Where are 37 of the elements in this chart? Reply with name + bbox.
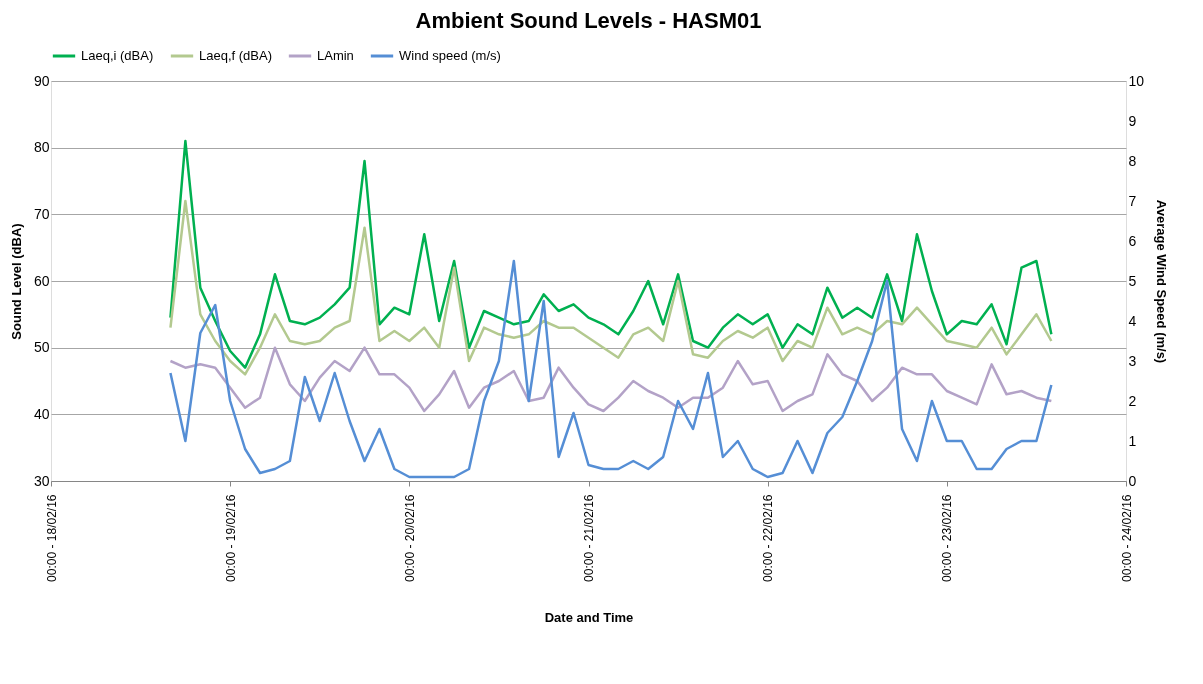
line-series bbox=[169, 139, 1053, 369]
y2-tick-label: 8 bbox=[1128, 152, 1137, 169]
x-tick-label: 00:00 - 18/02/16 bbox=[44, 494, 59, 582]
y2-tick-label: 5 bbox=[1128, 272, 1137, 289]
line-series bbox=[169, 346, 1053, 413]
y-tick-label: 80 bbox=[33, 139, 50, 156]
x-tick-label: 00:00 - 20/02/16 bbox=[402, 494, 417, 582]
y2-tick-label: 9 bbox=[1128, 112, 1137, 129]
y-tick-label: 40 bbox=[33, 405, 50, 422]
y2-tick-label: 2 bbox=[1128, 392, 1137, 409]
line-series bbox=[169, 259, 1053, 479]
y2-axis-title: Average Wind Speed (m/s) bbox=[1154, 199, 1170, 364]
x-tick-label: 00:00 - 23/02/16 bbox=[940, 494, 955, 582]
x-tick-label: 00:00 - 24/02/16 bbox=[1119, 494, 1134, 582]
y2-tick-label: 0 bbox=[1128, 472, 1137, 489]
line-series bbox=[169, 199, 1053, 376]
y-tick-label: 30 bbox=[33, 472, 50, 489]
y-tick-label: 70 bbox=[33, 205, 50, 222]
y-tick-label: 50 bbox=[33, 339, 50, 356]
legend-label: Laeq,f (dBA) bbox=[199, 48, 272, 63]
y2-tick-label: 7 bbox=[1128, 192, 1137, 209]
y2-tick-label: 10 bbox=[1128, 72, 1145, 89]
y-axis-title: Sound Level (dBA) bbox=[8, 223, 24, 340]
chart-title: Ambient Sound Levels - HASM01 bbox=[415, 8, 762, 33]
y2-tick-label: 6 bbox=[1128, 232, 1137, 249]
y2-tick-label: 4 bbox=[1128, 312, 1137, 329]
legend-label: Wind speed (m/s) bbox=[399, 48, 501, 63]
y-tick-label: 90 bbox=[33, 72, 50, 89]
legend-label: Laeq,i (dBA) bbox=[81, 48, 154, 63]
x-tick-label: 00:00 - 22/02/16 bbox=[761, 494, 776, 582]
y2-tick-label: 1 bbox=[1128, 432, 1137, 449]
x-axis-title: Date and Time bbox=[544, 609, 634, 625]
legend-label: LAmin bbox=[317, 48, 354, 63]
x-tick-label: 00:00 - 19/02/16 bbox=[223, 494, 238, 582]
y2-tick-label: 3 bbox=[1128, 352, 1137, 369]
x-tick-label: 00:00 - 21/02/16 bbox=[582, 494, 596, 582]
y-tick-label: 60 bbox=[33, 272, 50, 289]
